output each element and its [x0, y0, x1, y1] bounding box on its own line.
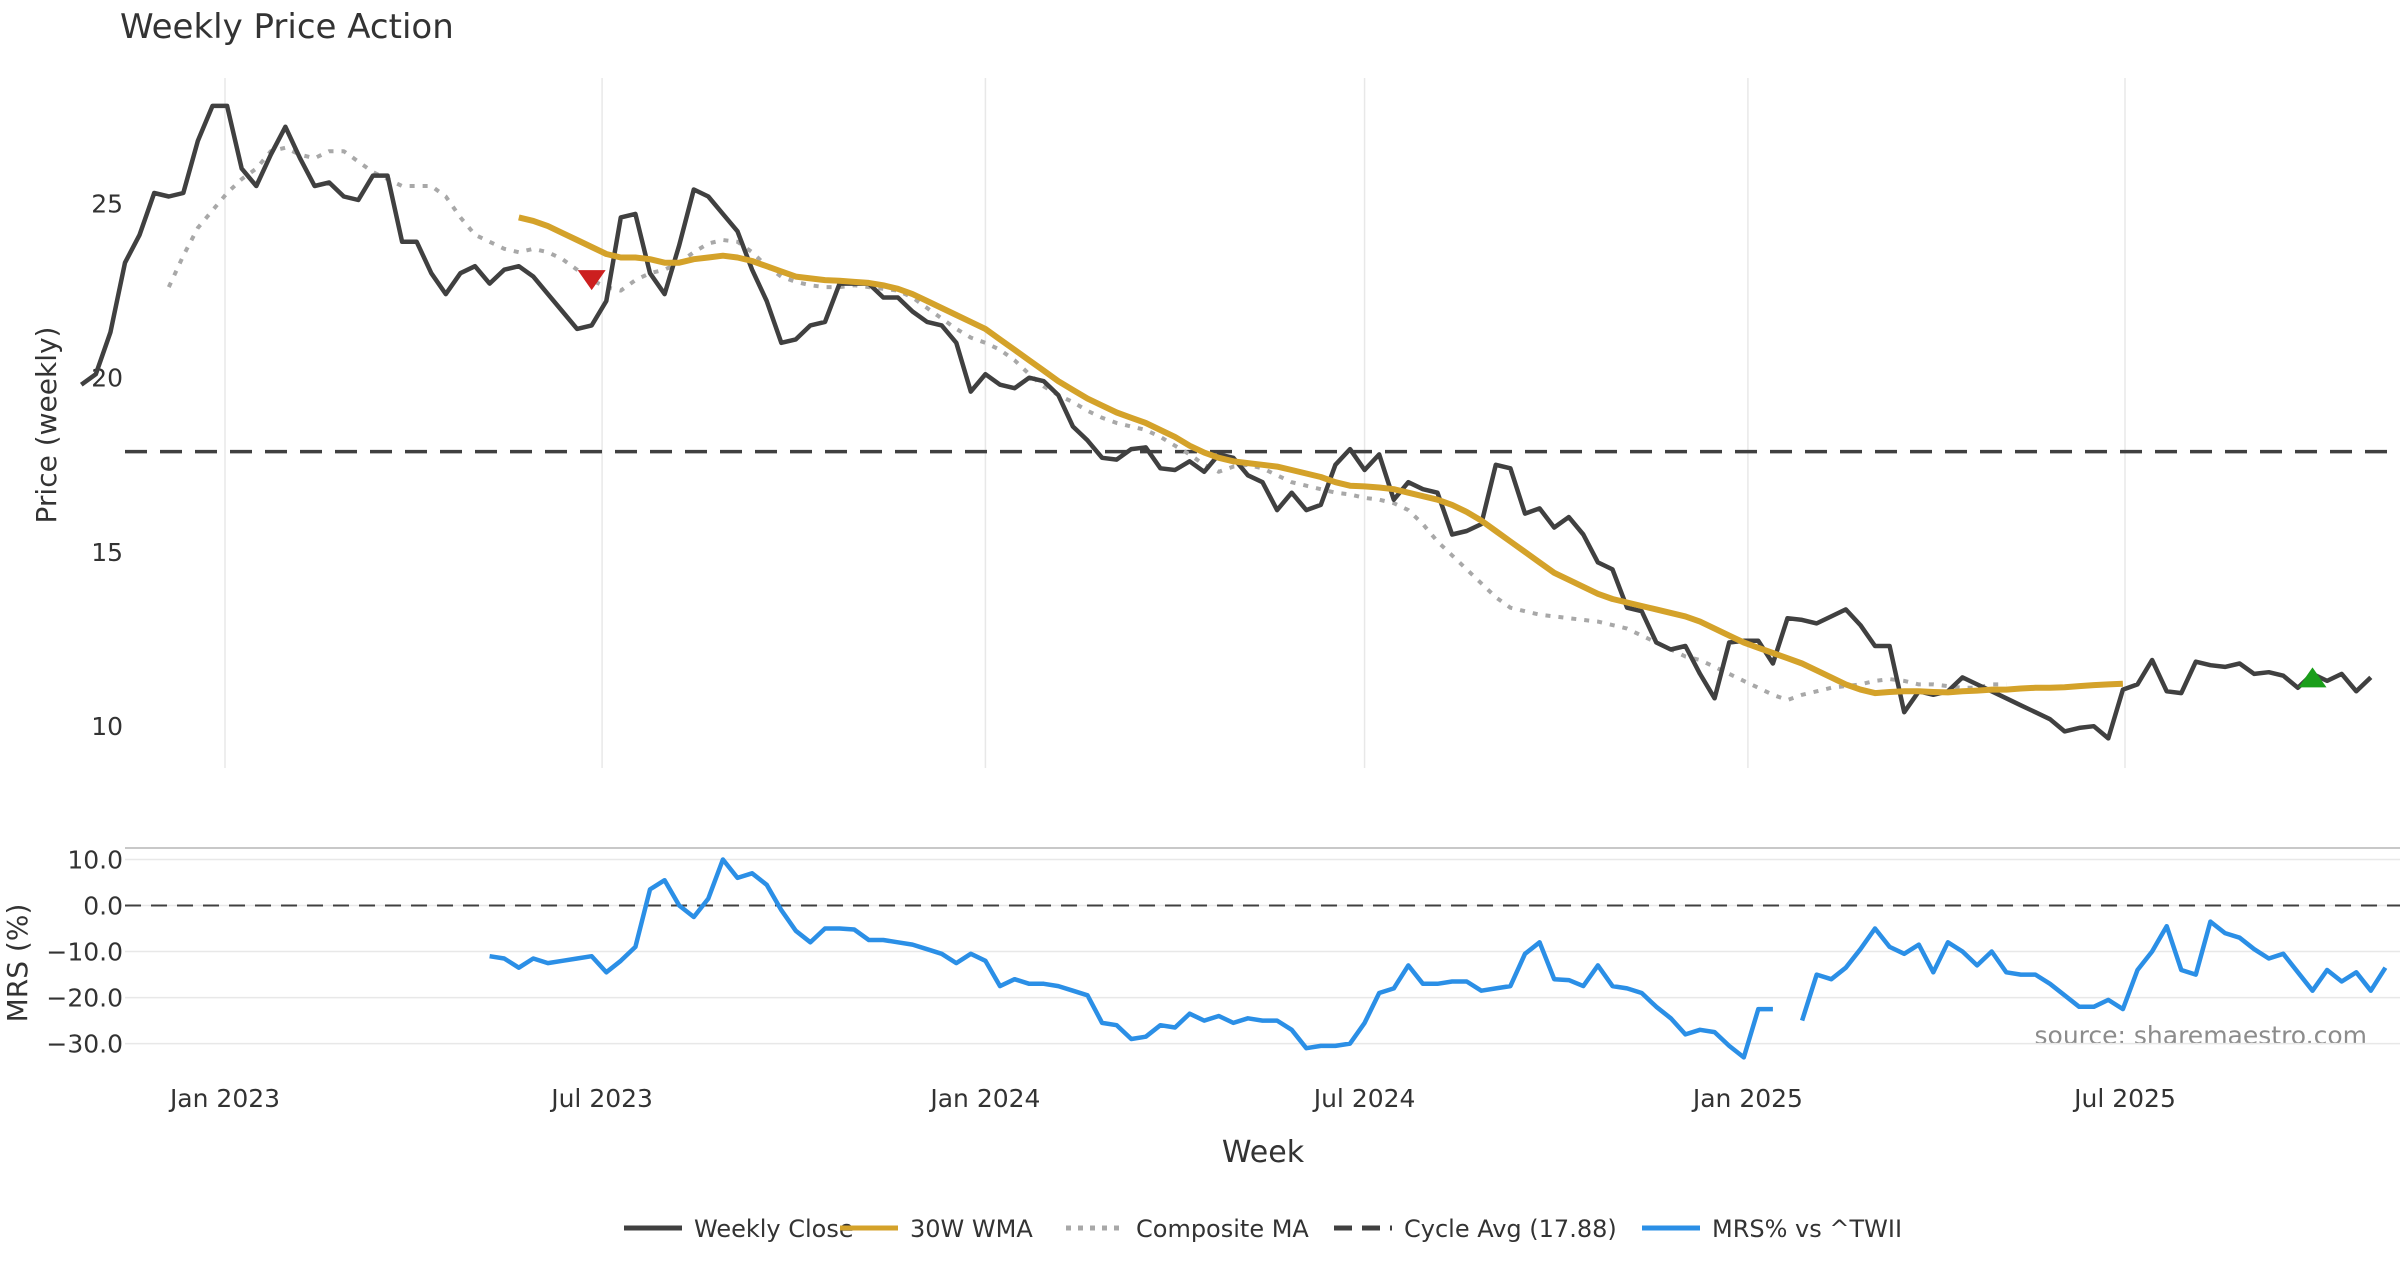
mrs-y-tick-label: −30.0 — [46, 1030, 123, 1059]
legend: Weekly Close 30W WMA Composite MA Cycle Avg… — [624, 1215, 1902, 1243]
x-tick-label: Jan 2024 — [928, 1084, 1040, 1113]
x-tick-label: Jul 2023 — [549, 1084, 653, 1113]
legend-label: 30W WMA — [910, 1215, 1033, 1243]
buy-signal-marker — [2298, 667, 2327, 688]
mrs-grid — [125, 847, 2400, 1045]
legend-item: MRS% vs ^TWII — [1642, 1215, 1902, 1243]
mrs-y-tick-label: 10.0 — [67, 846, 123, 875]
price-series-group — [79, 103, 2400, 741]
sell-signal-marker — [577, 270, 606, 291]
price-y-tick-label: 25 — [91, 189, 123, 218]
x-tick-label: Jul 2024 — [1312, 1084, 1416, 1113]
chart-title: Weekly Price Action — [120, 7, 454, 47]
legend-label: Weekly Close — [694, 1215, 854, 1243]
source-watermark: source: sharemaestro.com — [2035, 1021, 2368, 1050]
price-y-tick-label: 15 — [91, 538, 123, 567]
mrs-series-group — [125, 857, 2400, 1060]
legend-label: MRS% vs ^TWII — [1712, 1215, 1902, 1243]
mrs-y-ticks: 10.0 0.0 −10.0 −20.0 −30.0 — [46, 846, 123, 1059]
legend-item: Composite MA — [1066, 1215, 1309, 1243]
mrs-axis-label: MRS (%) — [1, 904, 34, 1023]
legend-item: 30W WMA — [840, 1215, 1033, 1243]
series-line-mrs-segment-1 — [489, 857, 1773, 1060]
legend-label: Cycle Avg (17.88) — [1404, 1215, 1617, 1243]
price-axis-label: Price (weekly) — [30, 327, 63, 524]
x-axis-label: Week — [1222, 1135, 1305, 1170]
legend-item: Cycle Avg (17.88) — [1334, 1215, 1617, 1243]
x-tick-label: Jan 2025 — [1691, 1084, 1803, 1113]
legend-item: Weekly Close — [624, 1215, 854, 1243]
series-line-mrs-segment-2 — [1799, 919, 2388, 1022]
mrs-y-tick-label: 0.0 — [83, 892, 123, 921]
mrs-y-tick-label: −10.0 — [46, 938, 123, 967]
series-line-30w-wma — [518, 214, 2124, 697]
x-tick-label: Jul 2025 — [2072, 1084, 2176, 1113]
main-grid — [224, 78, 2126, 768]
x-tick-label: Jan 2023 — [168, 1084, 280, 1113]
mrs-y-tick-label: −20.0 — [46, 984, 123, 1013]
x-ticks: Jan 2023 Jul 2023 Jan 2024 Jul 2024 Jan 2025… — [168, 1084, 2176, 1113]
price-y-tick-label: 10 — [91, 712, 123, 741]
legend-label: Composite MA — [1136, 1215, 1309, 1243]
